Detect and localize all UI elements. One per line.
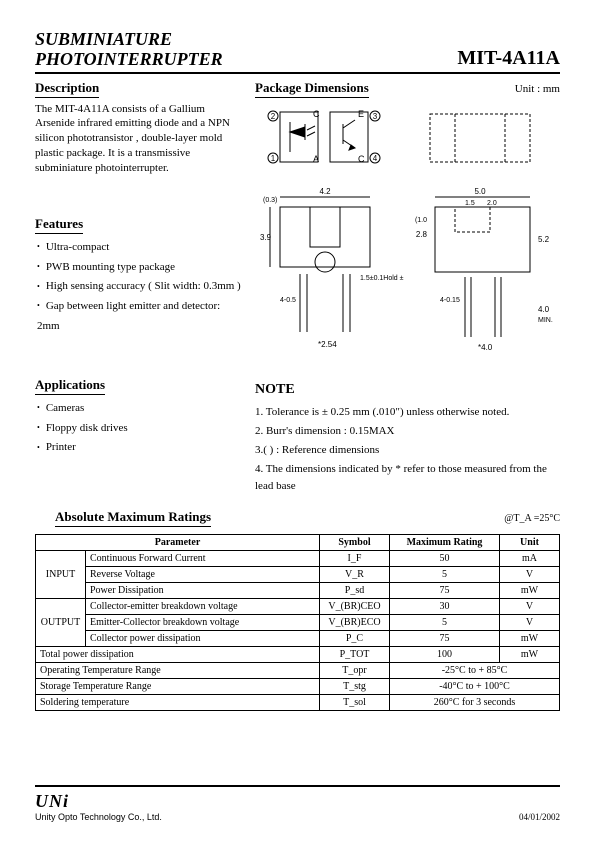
list-item: Printer bbox=[37, 438, 245, 458]
svg-text:2.0: 2.0 bbox=[487, 200, 497, 207]
ratings-table: Parameter Symbol Maximum Rating Unit INP… bbox=[35, 534, 560, 711]
svg-text:3.9: 3.9 bbox=[260, 233, 272, 242]
table-row: Reverse Voltage V_R 5 V bbox=[36, 566, 560, 582]
diagram-svg: 2 1 3 4 C A E C bbox=[255, 102, 555, 382]
table-row: INPUT Continuous Forward Current I_F 50 … bbox=[36, 550, 560, 566]
svg-text:C: C bbox=[358, 154, 365, 164]
svg-text:*2.54: *2.54 bbox=[318, 340, 337, 349]
unit-label: Unit : mm bbox=[515, 83, 560, 95]
table-row: Total power dissipation P_TOT 100 mW bbox=[36, 646, 560, 662]
part-number: MIT-4A11A bbox=[457, 47, 560, 70]
svg-text:1: 1 bbox=[271, 154, 276, 163]
package-heading: Package Dimensions bbox=[255, 80, 369, 98]
svg-text:3: 3 bbox=[373, 112, 378, 121]
svg-text:5.2: 5.2 bbox=[538, 235, 550, 244]
svg-text:4-0.15: 4-0.15 bbox=[440, 297, 460, 304]
svg-text:4.2: 4.2 bbox=[319, 187, 331, 196]
right-column: Package Dimensions Unit : mm bbox=[255, 80, 560, 497]
table-row: Operating Temperature Range T_opr -25°C … bbox=[36, 662, 560, 678]
svg-text:2.8: 2.8 bbox=[416, 230, 428, 239]
table-row: Power Dissipation P_sd 75 mW bbox=[36, 582, 560, 598]
note-heading: NOTE bbox=[255, 382, 560, 398]
svg-text:MIN.: MIN. bbox=[538, 317, 553, 324]
svg-text:1.5: 1.5 bbox=[465, 200, 475, 207]
ratings-heading: Absolute Maximum Ratings bbox=[55, 509, 211, 527]
col-symbol: Symbol bbox=[320, 534, 390, 550]
title-line1: SUBMINIATURE bbox=[35, 30, 223, 50]
svg-text:4.0: 4.0 bbox=[538, 305, 550, 314]
col-rating: Maximum Rating bbox=[390, 534, 500, 550]
footer-date: 04/01/2002 bbox=[519, 812, 560, 822]
svg-text:4-0.5: 4-0.5 bbox=[280, 297, 296, 304]
svg-text:(1.0: (1.0 bbox=[415, 217, 427, 224]
title-row: SUBMINIATURE PHOTOINTERRUPTER MIT-4A11A bbox=[35, 30, 560, 70]
applications-heading: Applications bbox=[35, 377, 105, 395]
svg-text:4: 4 bbox=[373, 154, 378, 163]
table-row: OUTPUT Collector-emitter breakdown volta… bbox=[36, 598, 560, 614]
list-item: Ultra-compact bbox=[37, 238, 245, 258]
logo: UNi bbox=[35, 791, 162, 812]
svg-text:E: E bbox=[358, 109, 364, 119]
note-list: 1. Tolerance is ± 0.25 mm (.010″) unless… bbox=[255, 404, 560, 495]
svg-text:(0.3): (0.3) bbox=[263, 197, 277, 204]
page-footer: UNi Unity Opto Technology Co., Ltd. 04/0… bbox=[35, 785, 560, 822]
footer-rule bbox=[35, 785, 560, 787]
cat-output: OUTPUT bbox=[36, 598, 86, 646]
table-row: Soldering temperature T_sol 260°C for 3 … bbox=[36, 694, 560, 710]
ratings-condition: @T_A =25°C bbox=[504, 513, 560, 524]
list-item: Floppy disk drives bbox=[37, 419, 245, 439]
applications-list: Cameras Floppy disk drives Printer bbox=[35, 399, 245, 458]
svg-text:*4.0: *4.0 bbox=[478, 343, 493, 352]
svg-text:5.0: 5.0 bbox=[474, 187, 486, 196]
col-parameter: Parameter bbox=[36, 534, 320, 550]
title-rule bbox=[35, 72, 560, 74]
list-item: PWB mounting type package bbox=[37, 258, 245, 278]
package-diagram: 2 1 3 4 C A E C bbox=[255, 102, 560, 382]
svg-text:2: 2 bbox=[271, 112, 276, 121]
svg-text:A: A bbox=[313, 154, 319, 164]
ratings-header-row: Absolute Maximum Ratings @T_A =25°C bbox=[35, 509, 560, 531]
col-unit: Unit bbox=[500, 534, 560, 550]
table-row: Storage Temperature Range T_stg -40°C to… bbox=[36, 678, 560, 694]
main-title: SUBMINIATURE PHOTOINTERRUPTER bbox=[35, 30, 223, 70]
list-item: High sensing accuracy ( Slit width: 0.3m… bbox=[37, 277, 245, 297]
svg-text:1.5±0.1Hold ±: 1.5±0.1Hold ± bbox=[360, 275, 404, 282]
company-name: Unity Opto Technology Co., Ltd. bbox=[35, 812, 162, 822]
table-row: Emitter-Collector breakdown voltage V_(B… bbox=[36, 614, 560, 630]
list-item: Gap between light emitter and detector: … bbox=[37, 297, 245, 337]
package-header: Package Dimensions Unit : mm bbox=[255, 80, 560, 102]
table-header-row: Parameter Symbol Maximum Rating Unit bbox=[36, 534, 560, 550]
cat-input: INPUT bbox=[36, 550, 86, 598]
footer-left: UNi Unity Opto Technology Co., Ltd. bbox=[35, 791, 162, 822]
note-item: 4. The dimensions indicated by * refer t… bbox=[255, 461, 560, 495]
list-item: Cameras bbox=[37, 399, 245, 419]
description-text: The MIT-4A11A consists of a Gallium Arse… bbox=[35, 102, 245, 176]
content-columns: Description The MIT-4A11A consists of a … bbox=[35, 80, 560, 497]
svg-text:C: C bbox=[313, 109, 320, 119]
footer-row: UNi Unity Opto Technology Co., Ltd. 04/0… bbox=[35, 791, 560, 822]
table-row: Collector power dissipation P_C 75 mW bbox=[36, 630, 560, 646]
description-heading: Description bbox=[35, 80, 99, 98]
note-item: 1. Tolerance is ± 0.25 mm (.010″) unless… bbox=[255, 404, 560, 421]
features-list: Ultra-compact PWB mounting type package … bbox=[35, 238, 245, 337]
features-heading: Features bbox=[35, 216, 83, 234]
note-item: 2. Burr's dimension : 0.15MAX bbox=[255, 423, 560, 440]
title-line2: PHOTOINTERRUPTER bbox=[35, 50, 223, 70]
left-column: Description The MIT-4A11A consists of a … bbox=[35, 80, 245, 497]
note-item: 3.( ) : Reference dimensions bbox=[255, 442, 560, 459]
